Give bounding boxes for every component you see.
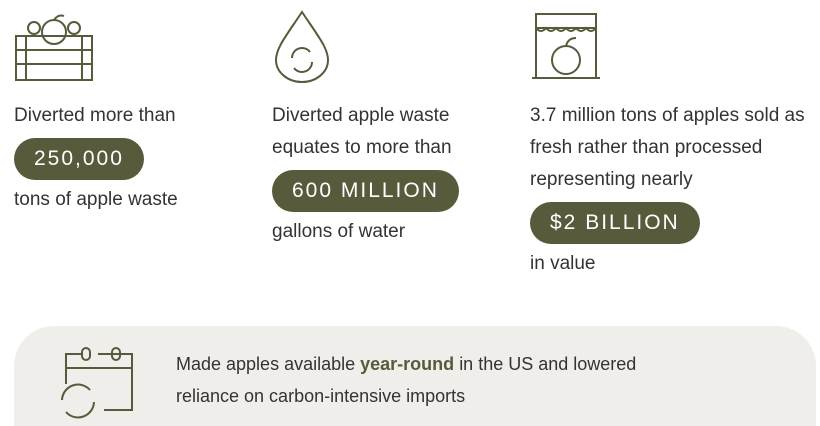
- footer-text: Made apples available year-round in the …: [176, 348, 696, 412]
- crate-icon: [15, 14, 93, 81]
- market-icon: [532, 13, 600, 79]
- stat: Diverted more than 250,000 tons of apple…: [14, 100, 254, 216]
- footer-text-before: Made apples available: [176, 354, 356, 374]
- footer-emphasis: year-round: [360, 354, 455, 374]
- calendar-icon: [61, 347, 133, 419]
- stat: Diverted apple waste equates to more tha…: [272, 100, 492, 248]
- stat-after: gallons of water: [272, 221, 406, 242]
- stat-before: 3.7 million tons of apples sold as fresh…: [530, 105, 805, 190]
- stat-before: Diverted more than: [14, 105, 176, 126]
- stat: 3.7 million tons of apples sold as fresh…: [530, 100, 818, 280]
- stat-after: in value: [530, 253, 596, 274]
- stat-highlight: 250,000: [14, 138, 144, 180]
- stat-highlight: 600 MILLION: [272, 170, 459, 212]
- water-icon: [274, 10, 330, 83]
- stat-before: Diverted apple waste equates to more tha…: [272, 105, 452, 158]
- stat-highlight: $2 BILLION: [530, 202, 700, 244]
- footer-text-after: in the US and lowered reliance on carbon…: [176, 354, 637, 406]
- footer-box: Made apples available year-round in the …: [14, 326, 816, 426]
- stat-after: tons of apple waste: [14, 189, 178, 210]
